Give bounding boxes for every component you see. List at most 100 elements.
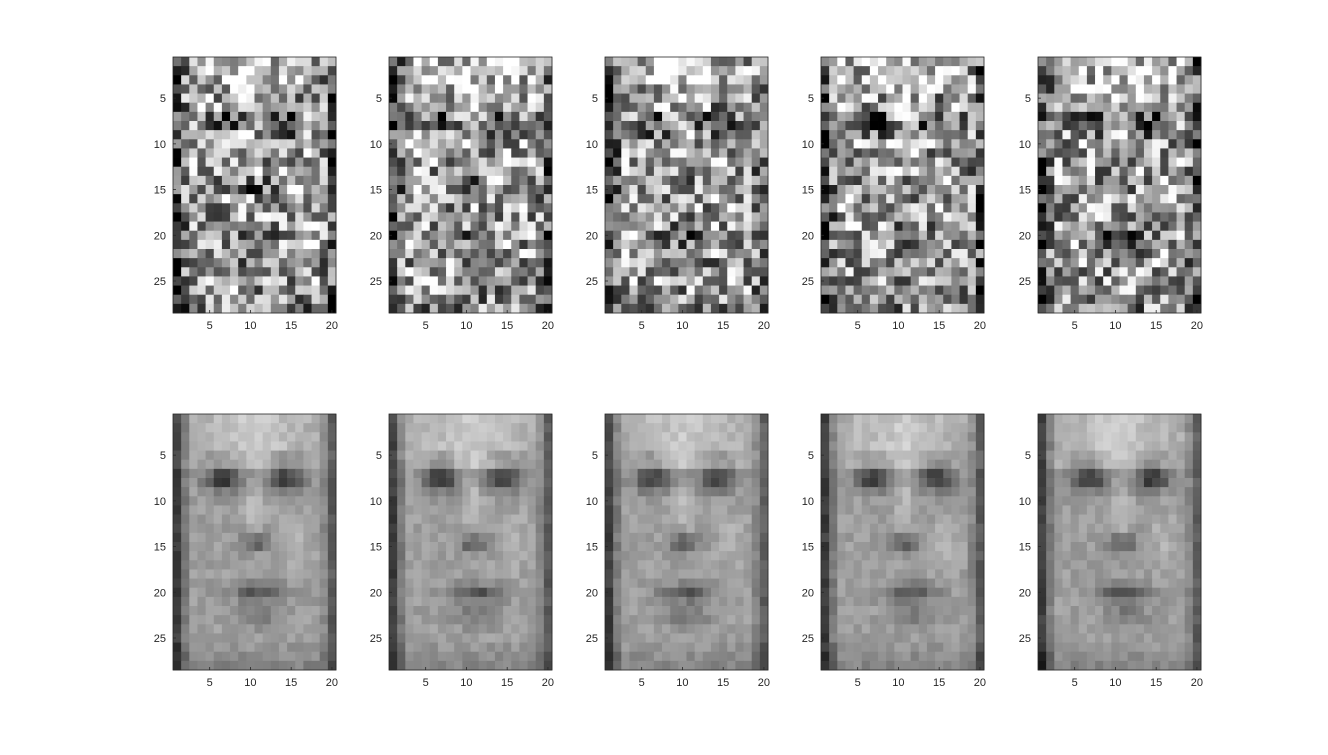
pixel-cell bbox=[397, 423, 406, 433]
pixel-cell bbox=[743, 75, 753, 85]
pixel-cell bbox=[686, 551, 696, 561]
pixel-cell bbox=[1192, 157, 1202, 168]
pixel-cell bbox=[886, 175, 895, 186]
pixel-cell bbox=[543, 148, 553, 158]
pixel-cell bbox=[278, 111, 288, 122]
pixel-cell bbox=[727, 111, 736, 122]
pixel-cell bbox=[743, 596, 753, 607]
pixel-cell bbox=[1054, 249, 1063, 259]
pixel-cell bbox=[670, 450, 679, 461]
pixel-cell bbox=[951, 523, 960, 534]
pixel-cell bbox=[397, 111, 406, 122]
pixel-cell bbox=[181, 459, 190, 470]
pixel-cell bbox=[470, 487, 480, 497]
pixel-cell bbox=[1152, 157, 1161, 168]
pixel-cell bbox=[262, 642, 272, 653]
pixel-cell bbox=[197, 249, 206, 259]
pixel-cell bbox=[910, 532, 920, 543]
pixel-cell bbox=[1160, 294, 1169, 305]
pixel-cell bbox=[621, 651, 630, 662]
pixel-cell bbox=[710, 496, 720, 506]
pixel-cell bbox=[959, 505, 969, 515]
pixel-cell bbox=[894, 221, 903, 232]
pixel-cell bbox=[878, 102, 887, 113]
pixel-cell bbox=[613, 57, 622, 67]
pixel-cell bbox=[413, 523, 422, 534]
pixel-cell bbox=[845, 93, 854, 104]
pixel-cell bbox=[975, 267, 985, 277]
pixel-cell bbox=[527, 239, 537, 250]
pixel-cell bbox=[437, 84, 447, 94]
axes-frame bbox=[172, 56, 337, 314]
pixel-cell bbox=[181, 66, 190, 76]
pixel-cell bbox=[230, 441, 239, 451]
pixel-cell bbox=[1062, 185, 1071, 195]
pixel-cell bbox=[613, 606, 622, 616]
pixel-cell bbox=[686, 194, 696, 204]
pixel-cell bbox=[181, 496, 190, 506]
pixel-cell bbox=[327, 175, 337, 186]
pixel-cell bbox=[295, 276, 304, 286]
pixel-cell bbox=[662, 487, 671, 497]
pixel-cell bbox=[886, 468, 895, 479]
pixel-cell bbox=[221, 57, 231, 67]
pixel-cell bbox=[511, 258, 520, 268]
pixel-cell bbox=[694, 587, 704, 598]
pixel-cell bbox=[421, 542, 431, 552]
pixel-cell bbox=[535, 578, 545, 589]
pixel-cell bbox=[837, 468, 846, 479]
pixel-cell bbox=[262, 633, 272, 643]
pixel-cell bbox=[454, 303, 463, 314]
pixel-cell bbox=[1184, 221, 1194, 232]
pixel-cell bbox=[629, 660, 638, 671]
pixel-cell bbox=[421, 221, 431, 232]
pixel-cell bbox=[710, 441, 720, 451]
pixel-cell bbox=[878, 203, 887, 213]
pixel-cell bbox=[727, 487, 736, 497]
pixel-cell bbox=[613, 258, 622, 268]
pixel-cell bbox=[511, 660, 520, 671]
pixel-cell bbox=[629, 642, 638, 653]
pixel-cell bbox=[181, 578, 190, 589]
pixel-cell bbox=[494, 569, 504, 579]
pixel-cell bbox=[397, 459, 406, 470]
pixel-cell bbox=[327, 303, 337, 314]
pixel-cell bbox=[869, 432, 879, 442]
pixel-cell bbox=[254, 615, 264, 625]
pixel-cell bbox=[454, 660, 463, 671]
pixel-cell bbox=[295, 587, 304, 598]
pixel-cell bbox=[967, 459, 977, 470]
pixel-cell bbox=[645, 569, 655, 579]
pixel-cell bbox=[1086, 303, 1096, 314]
pixel-cell bbox=[670, 285, 679, 296]
pixel-cell bbox=[1111, 212, 1120, 222]
pixel-cell bbox=[878, 258, 887, 268]
pixel-cell bbox=[751, 66, 761, 76]
pixel-cell bbox=[470, 75, 480, 85]
pixel-cell bbox=[710, 185, 720, 195]
pixel-cell bbox=[759, 212, 769, 222]
pixel-cell bbox=[878, 432, 887, 442]
pixel-cell bbox=[735, 505, 744, 515]
pixel-cell bbox=[902, 157, 912, 168]
pixel-cell bbox=[861, 459, 871, 470]
pixel-cell bbox=[1046, 66, 1055, 76]
y-tick-label: 15 bbox=[802, 185, 814, 197]
pixel-cell bbox=[959, 267, 969, 277]
pixel-cell bbox=[951, 285, 960, 296]
pixel-cell bbox=[230, 487, 239, 497]
pixel-cell bbox=[173, 441, 182, 451]
pixel-cell bbox=[727, 93, 736, 104]
pixel-cell bbox=[470, 93, 480, 104]
pixel-cell bbox=[735, 514, 744, 525]
pixel-cell bbox=[694, 478, 704, 488]
pixel-cell bbox=[213, 487, 223, 497]
pixel-cell bbox=[1038, 203, 1047, 213]
pixel-cell bbox=[189, 203, 198, 213]
pixel-cell bbox=[837, 239, 846, 250]
pixel-cell bbox=[397, 194, 406, 204]
pixel-cell bbox=[735, 596, 744, 607]
pixel-cell bbox=[759, 194, 769, 204]
pixel-cell bbox=[621, 496, 630, 506]
pixel-cell bbox=[278, 239, 288, 250]
